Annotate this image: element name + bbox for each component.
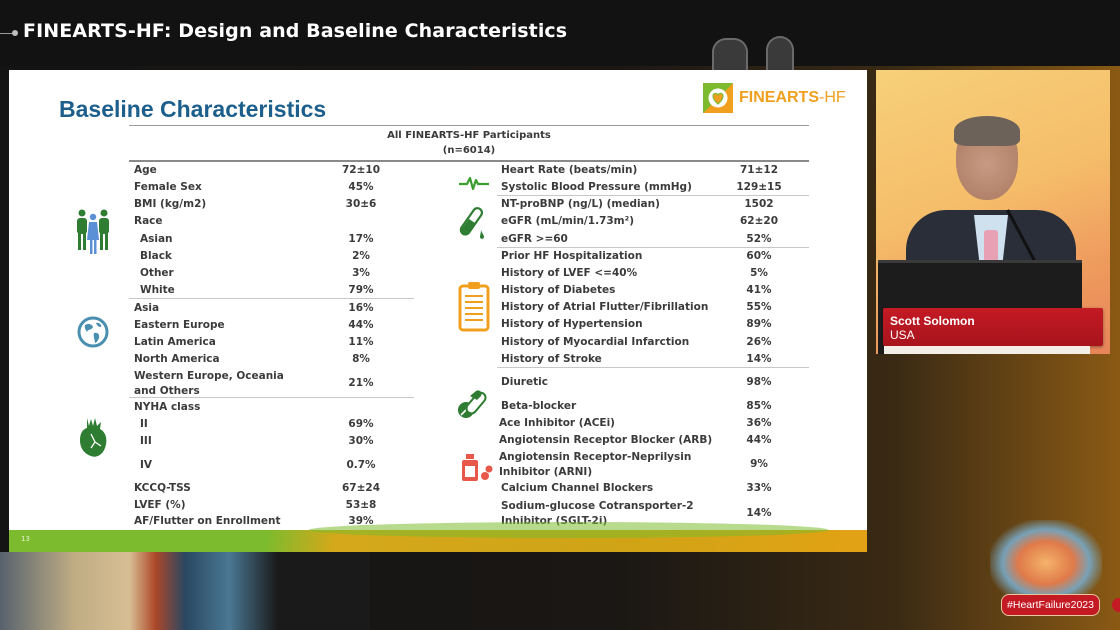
title-bullet-dot <box>12 30 18 36</box>
table-top-rule <box>129 125 809 126</box>
slide-title: Baseline Characteristics <box>59 96 327 122</box>
header-rule <box>129 160 809 162</box>
speaker-hair <box>954 116 1020 146</box>
clipboard-icon <box>458 282 490 336</box>
medicine-bottle-icon <box>461 454 493 486</box>
column-header-n: (n=6014) <box>442 145 496 156</box>
decorative-shape <box>712 38 748 70</box>
section-divider <box>497 367 809 368</box>
page-number: 13 <box>21 535 30 543</box>
speaker-nameplate: Scott Solomon USA <box>883 308 1103 346</box>
hashtag-dot <box>1112 598 1120 612</box>
slide-footer-band: 13 <box>9 522 867 552</box>
section-divider <box>497 247 809 248</box>
logo-text: FINEARTS-HF <box>739 89 846 106</box>
heart-logo-icon <box>703 83 733 113</box>
section-divider <box>497 195 809 196</box>
finearts-logo: FINEARTS-HF <box>703 83 846 113</box>
globe-icon <box>77 316 109 352</box>
decorative-shape <box>766 36 794 72</box>
title-connector-line <box>0 33 14 34</box>
event-heart-artwork <box>990 520 1102 598</box>
event-hashtag: #HeartFailure2023 <box>1001 594 1100 616</box>
section-divider <box>129 397 414 398</box>
speaker-name: Scott Solomon <box>890 314 975 328</box>
footer-wave <box>309 522 829 538</box>
column-header: All FINEARTS-HF Participants <box>387 130 551 141</box>
heartbeat-icon <box>459 175 489 195</box>
people-icon <box>75 208 111 260</box>
window-title: FINEARTS-HF: Design and Baseline Charact… <box>23 20 568 42</box>
test-tube-icon <box>457 206 487 246</box>
table-row: Angiotensin Receptor-Neprilysin Inhibito… <box>499 451 768 478</box>
speaker-country: USA <box>890 328 915 342</box>
section-divider <box>129 298 414 299</box>
background-artwork <box>0 552 370 630</box>
table-row: Western Europe, Oceania and Others 21% <box>134 370 374 397</box>
top-bar: FINEARTS-HF: Design and Baseline Charact… <box>0 0 1120 72</box>
pills-icon <box>457 390 489 424</box>
podium-sign <box>884 346 1090 354</box>
presentation-slide: Baseline Characteristics FINEARTS-HF All… <box>9 70 867 552</box>
heart-icon <box>77 416 109 464</box>
